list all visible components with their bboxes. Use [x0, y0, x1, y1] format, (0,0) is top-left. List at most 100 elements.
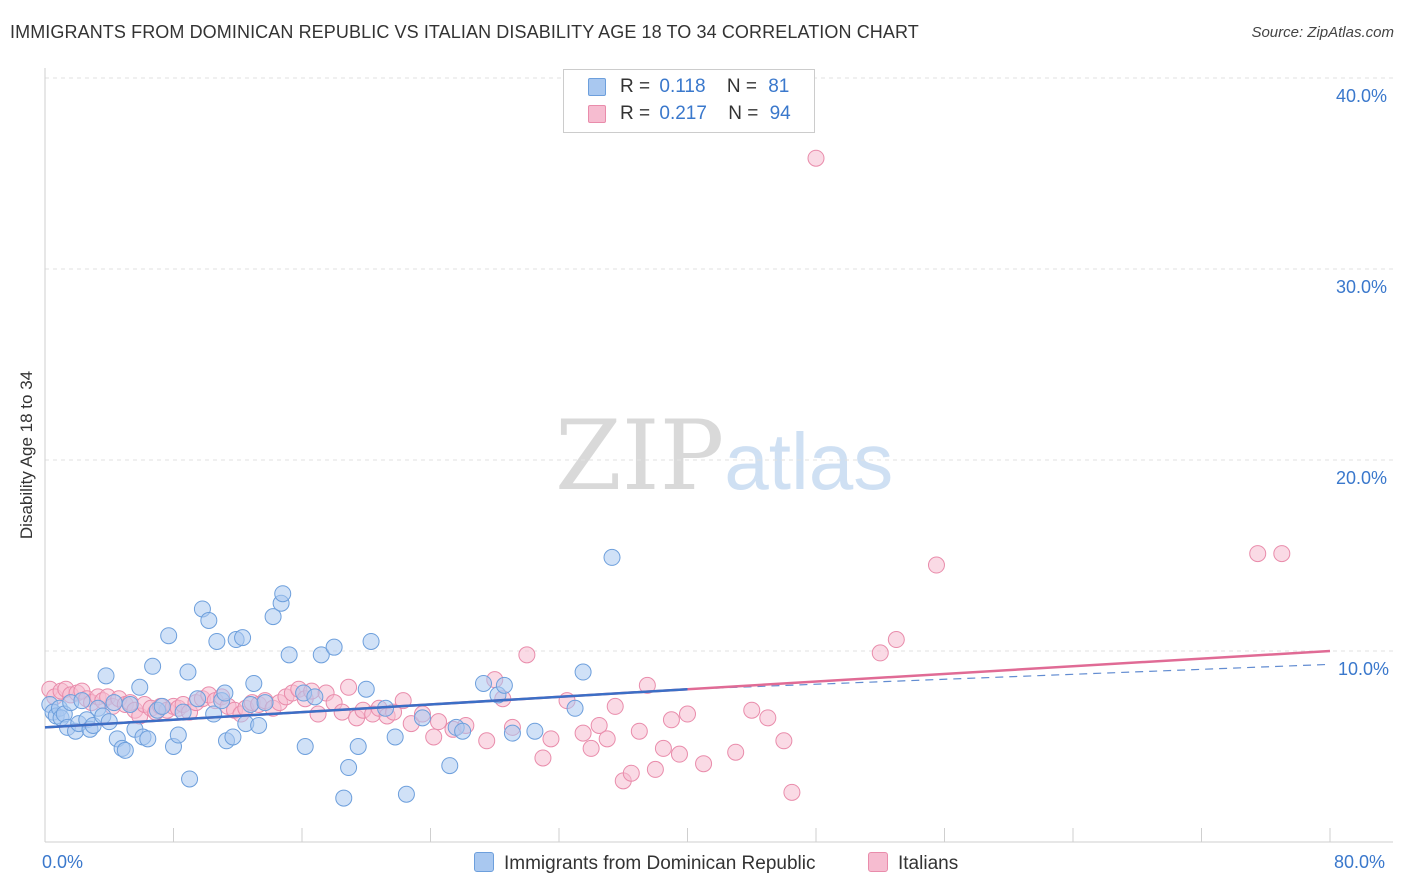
dominican-point: [503, 724, 521, 742]
dominican-point: [454, 722, 472, 740]
dominican-point: [179, 663, 197, 681]
dominican-point: [280, 646, 298, 664]
italians-point: [743, 701, 761, 719]
y-tick-label-20: 20.0%: [1336, 468, 1388, 488]
n-label: N =: [728, 103, 759, 124]
dominican-point: [224, 728, 242, 746]
stats-text: R = 0.217 N = 94: [620, 103, 791, 125]
dominican-point: [73, 692, 91, 710]
italians-point: [670, 745, 688, 763]
italians-point: [340, 678, 358, 696]
dominican-point: [121, 695, 139, 713]
italians-point: [662, 711, 680, 729]
dominican-point: [296, 738, 314, 755]
x-tick-label-min: 0.0%: [42, 852, 84, 872]
italians-point: [927, 556, 945, 574]
dominican-point: [189, 690, 207, 708]
legend-label-italians: Italians: [898, 853, 959, 874]
dominican-point: [441, 757, 459, 775]
dominican-point: [139, 730, 157, 748]
dominican-point: [245, 674, 263, 692]
italians-point: [871, 644, 889, 662]
italians-point: [590, 716, 608, 734]
dominican-point: [362, 632, 380, 650]
dominican-point: [131, 678, 149, 696]
y-tick-label-30: 30.0%: [1336, 277, 1388, 297]
stats-legend: R = 0.118 N = 81 R = 0.217 N = 94: [563, 69, 815, 133]
dominican-point: [169, 726, 187, 744]
pink-swatch: [588, 105, 606, 123]
n-value: 81: [768, 76, 790, 97]
italians-point: [630, 722, 648, 740]
italians-point: [478, 732, 496, 750]
italians-point: [783, 783, 801, 801]
italians-point: [518, 646, 536, 664]
dominican-point: [603, 548, 621, 566]
dominican-point: [256, 694, 274, 712]
dominican-point: [208, 632, 226, 650]
r-label: R =: [620, 103, 651, 124]
italians-point: [542, 730, 560, 748]
italians-point: [425, 728, 443, 746]
dominican-point: [200, 611, 218, 629]
dominican-point: [574, 663, 592, 681]
legend-item-dominican: Immigrants from Dominican Republic: [474, 852, 816, 876]
dominican-point: [153, 697, 171, 715]
italians-point: [887, 631, 905, 649]
chart-title: IMMIGRANTS FROM DOMINICAN REPUBLIC VS IT…: [10, 22, 919, 42]
blue-legend-swatch: [474, 852, 494, 872]
italians-point: [430, 713, 448, 731]
italians-point: [759, 709, 777, 727]
x-tick-label-max: 80.0%: [1334, 852, 1386, 872]
italians-point: [638, 676, 656, 694]
dominican-point: [340, 759, 358, 777]
y-tick-label-40: 40.0%: [1336, 86, 1388, 106]
italians-point: [679, 705, 696, 723]
italians-point: [807, 149, 825, 167]
italians-point: [654, 739, 672, 757]
dominican-point: [216, 684, 234, 702]
dominican-point: [349, 738, 367, 755]
n-value: 94: [769, 103, 791, 124]
italians-point: [622, 764, 640, 782]
dominican-point: [160, 627, 178, 645]
dominican-point: [386, 728, 404, 746]
dominican-points: [41, 548, 621, 807]
dominican-point: [181, 770, 199, 788]
legend-label-dominican: Immigrants from Dominican Republic: [504, 853, 816, 874]
source-label: Source: ZipAtlas.com: [1251, 24, 1394, 41]
dominican-point: [105, 694, 123, 712]
dominican-point: [97, 667, 115, 685]
italians-point: [606, 697, 624, 715]
italians-point: [775, 732, 793, 750]
y-axis-label: Disability Age 18 to 34: [17, 370, 36, 540]
italians-point: [695, 755, 713, 773]
dominican-point: [335, 789, 353, 807]
r-value: 0.217: [659, 103, 707, 124]
trend-lines: [44, 649, 1331, 729]
legend-item-italians: Italians: [868, 852, 958, 876]
dominican-point: [250, 716, 268, 734]
italians-point: [1249, 545, 1267, 563]
dominican-point: [100, 713, 118, 731]
blue-swatch: [588, 78, 606, 96]
dominican-trend-extension: [687, 663, 1331, 690]
dominican-point: [242, 695, 260, 713]
r-value: 0.118: [659, 76, 706, 97]
n-label: N =: [726, 76, 757, 97]
italians-point: [582, 739, 600, 757]
italians-point: [574, 724, 592, 742]
dominican-point: [306, 688, 324, 706]
dominican-point: [234, 629, 252, 647]
italians-point: [727, 743, 745, 761]
y-tick-label-10: 10.0%: [1338, 659, 1390, 679]
dominican-point: [495, 676, 513, 694]
italians-point: [534, 749, 552, 767]
dominican-point: [116, 741, 134, 759]
dominican-point: [357, 680, 375, 698]
italians-point: [1273, 545, 1291, 563]
dominican-point: [144, 657, 162, 675]
italians-point: [646, 760, 664, 778]
dominican-point: [397, 785, 415, 803]
